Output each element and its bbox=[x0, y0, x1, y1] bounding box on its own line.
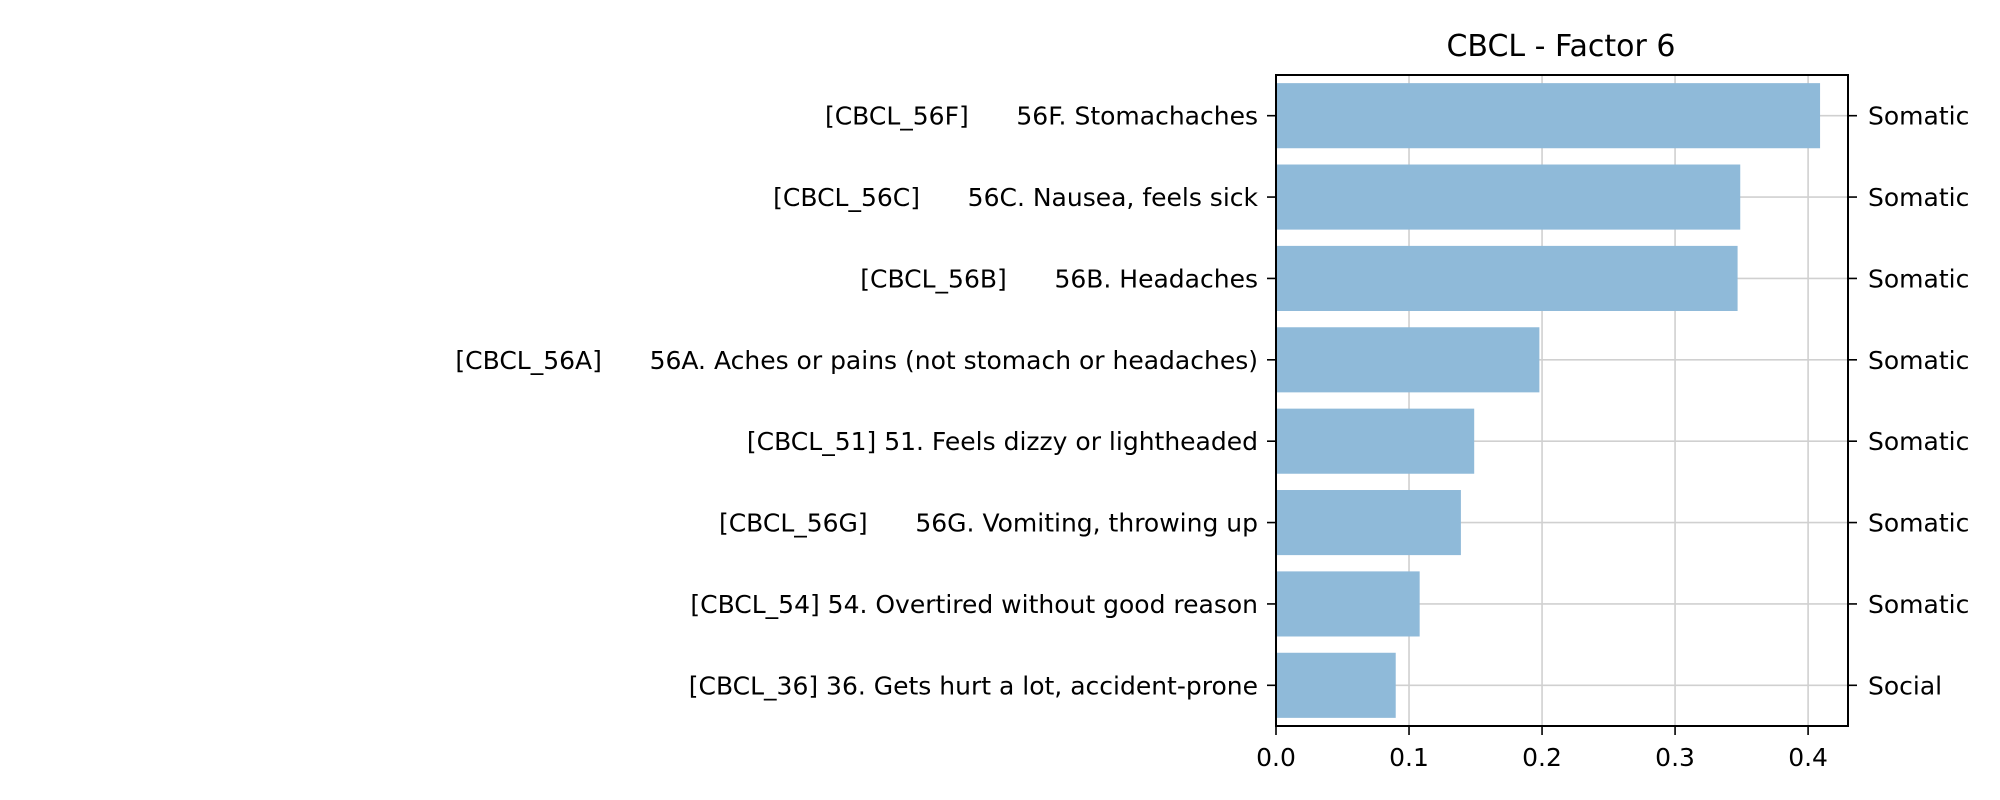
x-tick-label: 0.3 bbox=[1655, 743, 1695, 772]
category-label: [CBCL_56G] 56G. Vomiting, throwing up bbox=[719, 509, 1258, 538]
group-label: Somatic bbox=[1868, 183, 1969, 212]
plot-frame bbox=[1275, 74, 1849, 727]
category-label: [CBCL_56F] 56F. Stomachaches bbox=[825, 102, 1258, 131]
x-tick-label: 0.0 bbox=[1256, 743, 1296, 772]
bar bbox=[1276, 245, 1738, 311]
x-tick-label: 0.1 bbox=[1389, 743, 1429, 772]
category-label: [CBCL_56B] 56B. Headaches bbox=[860, 264, 1258, 293]
x-tick-label: 0.2 bbox=[1522, 743, 1562, 772]
labels: 0.0 0.1 0.2 0.3 0.4 [CBCL_56F] 56F. Stomachac… bbox=[455, 102, 1969, 772]
category-label: [CBCL_54] 54. Overtired without good rea… bbox=[690, 590, 1258, 619]
category-label: [CBCL_56C] 56C. Nausea, feels sick bbox=[773, 183, 1258, 212]
group-label: Somatic bbox=[1868, 264, 1969, 293]
bar bbox=[1276, 408, 1475, 474]
chart-title: CBCL - Factor 6 bbox=[1446, 29, 1675, 64]
bar bbox=[1276, 164, 1741, 230]
group-label: Somatic bbox=[1868, 102, 1969, 131]
group-label: Somatic bbox=[1868, 509, 1969, 538]
category-label: [CBCL_51] 51. Feels dizzy or lightheaded bbox=[747, 427, 1258, 456]
bars bbox=[1276, 83, 1821, 718]
category-label: [CBCL_56A] 56A. Aches or pains (not stom… bbox=[455, 346, 1258, 375]
bar bbox=[1276, 490, 1461, 556]
group-label: Somatic bbox=[1868, 346, 1969, 375]
bar bbox=[1276, 327, 1540, 393]
bar bbox=[1276, 571, 1420, 637]
group-label: Social bbox=[1868, 671, 1942, 700]
x-tick-label: 0.4 bbox=[1788, 743, 1828, 772]
bar bbox=[1276, 83, 1821, 149]
category-label: [CBCL_36] 36. Gets hurt a lot, accident-… bbox=[689, 671, 1258, 700]
axes bbox=[1267, 74, 1857, 735]
group-label: Somatic bbox=[1868, 427, 1969, 456]
group-label: Somatic bbox=[1868, 590, 1969, 619]
bar bbox=[1276, 652, 1396, 718]
